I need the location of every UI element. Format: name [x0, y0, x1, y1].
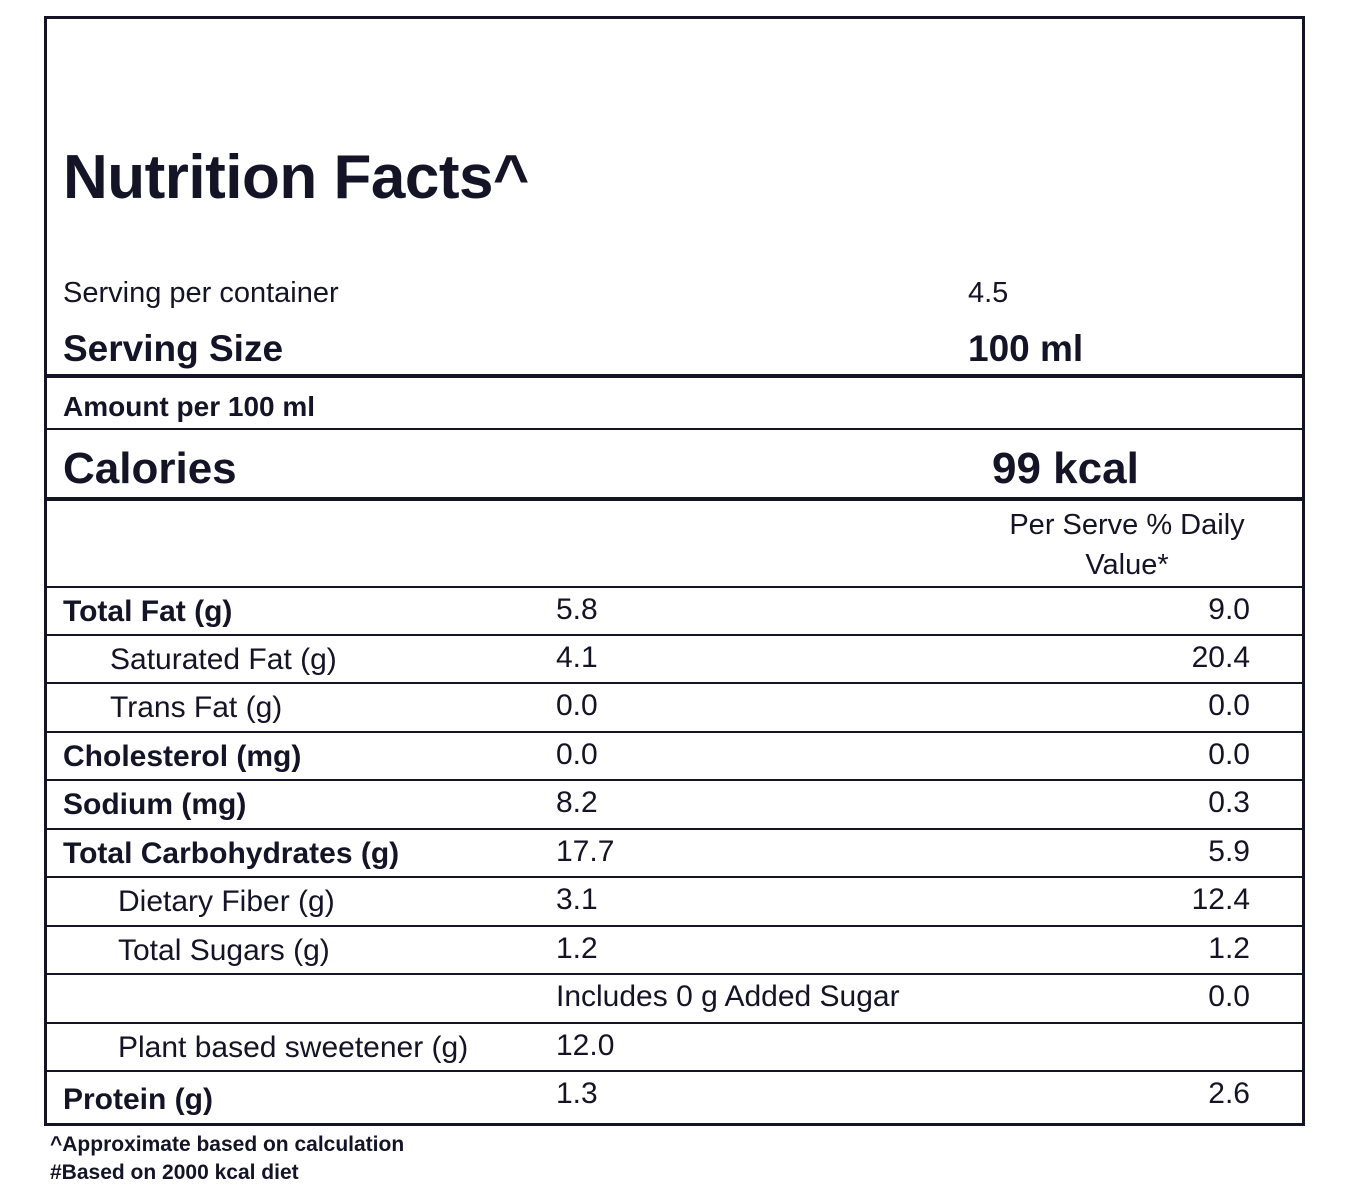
nutrient-row-sodium: Sodium (mg) 8.2 0.3	[47, 779, 1302, 827]
servings-per-container-value: 4.5	[968, 277, 1009, 309]
nutrient-row-plant-sweetener: Plant based sweetener (g) 12.0	[47, 1022, 1302, 1070]
nutrient-amount: 12.0	[556, 1029, 615, 1062]
nutrient-row-saturated-fat: Saturated Fat (g) 4.1 20.4	[47, 634, 1302, 682]
nutrition-facts-label: Nutrition Facts^ Serving per container 4…	[44, 16, 1305, 1126]
nutrient-daily-value: 2.6	[1208, 1077, 1250, 1110]
calories-label: Calories	[63, 444, 237, 493]
nutrient-daily-value: 12.4	[1191, 883, 1250, 916]
nutrient-row-added-sugar: Includes 0 g Added Sugar 0.0	[47, 973, 1302, 1021]
nutrient-amount: 5.8	[556, 593, 598, 626]
nutrient-amount: Includes 0 g Added Sugar	[556, 980, 900, 1013]
nutrient-amount: 8.2	[556, 786, 598, 819]
nutrient-daily-value: 9.0	[1208, 593, 1250, 626]
nutrient-amount: 0.0	[556, 689, 598, 722]
nutrient-row-trans-fat: Trans Fat (g) 0.0 0.0	[47, 682, 1302, 730]
nutrient-name: Saturated Fat (g)	[110, 643, 337, 676]
nutrient-daily-value: 0.0	[1208, 738, 1250, 771]
daily-value-header-line1: Per Serve % Daily	[1009, 509, 1245, 541]
calories-value: 99 kcal	[992, 444, 1139, 493]
nutrient-daily-value: 0.0	[1208, 689, 1250, 722]
nutrient-daily-value: 1.2	[1208, 932, 1250, 965]
nutrient-amount: 4.1	[556, 641, 598, 674]
servings-per-container-label: Serving per container	[63, 277, 339, 309]
nutrient-daily-value: 0.0	[1208, 980, 1250, 1013]
nutrient-name: Trans Fat (g)	[110, 691, 283, 724]
nutrient-name: Total Fat (g)	[63, 595, 233, 628]
daily-value-header-line2: Value*	[1085, 549, 1169, 581]
nutrient-name: Total Sugars (g)	[118, 934, 330, 967]
nutrient-name: Dietary Fiber (g)	[118, 885, 335, 918]
nutrient-row-protein: Protein (g) 1.3 2.6	[47, 1070, 1302, 1123]
nutrient-daily-value: 20.4	[1191, 641, 1250, 674]
nutrient-amount: 0.0	[556, 738, 598, 771]
nutrient-row-total-fat: Total Fat (g) 5.8 9.0	[47, 586, 1302, 634]
nutrient-amount: 3.1	[556, 883, 598, 916]
nutrient-amount: 17.7	[556, 835, 615, 868]
nutrient-row-total-carbohydrates: Total Carbohydrates (g) 17.7 5.9	[47, 828, 1302, 876]
footnote-approximate: ^Approximate based on calculation	[50, 1133, 405, 1156]
nutrient-name: Total Carbohydrates (g)	[63, 837, 400, 870]
thick-divider	[47, 497, 1302, 501]
nutrient-row-dietary-fiber: Dietary Fiber (g) 3.1 12.4	[47, 876, 1302, 924]
nutrient-name: Sodium (mg)	[63, 788, 247, 821]
nutrient-name: Protein (g)	[63, 1083, 213, 1116]
nutrient-row-cholesterol: Cholesterol (mg) 0.0 0.0	[47, 731, 1302, 779]
nutrient-name: Plant based sweetener (g)	[118, 1031, 469, 1064]
nutrient-daily-value: 5.9	[1208, 835, 1250, 868]
thick-divider	[47, 374, 1302, 378]
label-title: Nutrition Facts^	[63, 143, 529, 212]
serving-size-label: Serving Size	[63, 328, 284, 369]
nutrient-name: Cholesterol (mg)	[63, 740, 302, 773]
nutrient-daily-value: 0.3	[1208, 786, 1250, 819]
nutrient-amount: 1.3	[556, 1077, 598, 1110]
divider	[47, 428, 1302, 430]
daily-value-header: Per Serve % Daily Value*	[987, 505, 1267, 585]
serving-size-value: 100 ml	[968, 328, 1084, 369]
nutrient-amount: 1.2	[556, 932, 598, 965]
footnote-diet-basis: #Based on 2000 kcal diet	[50, 1161, 299, 1184]
amount-per-label: Amount per 100 ml	[63, 391, 316, 422]
nutrient-row-total-sugars: Total Sugars (g) 1.2 1.2	[47, 925, 1302, 973]
